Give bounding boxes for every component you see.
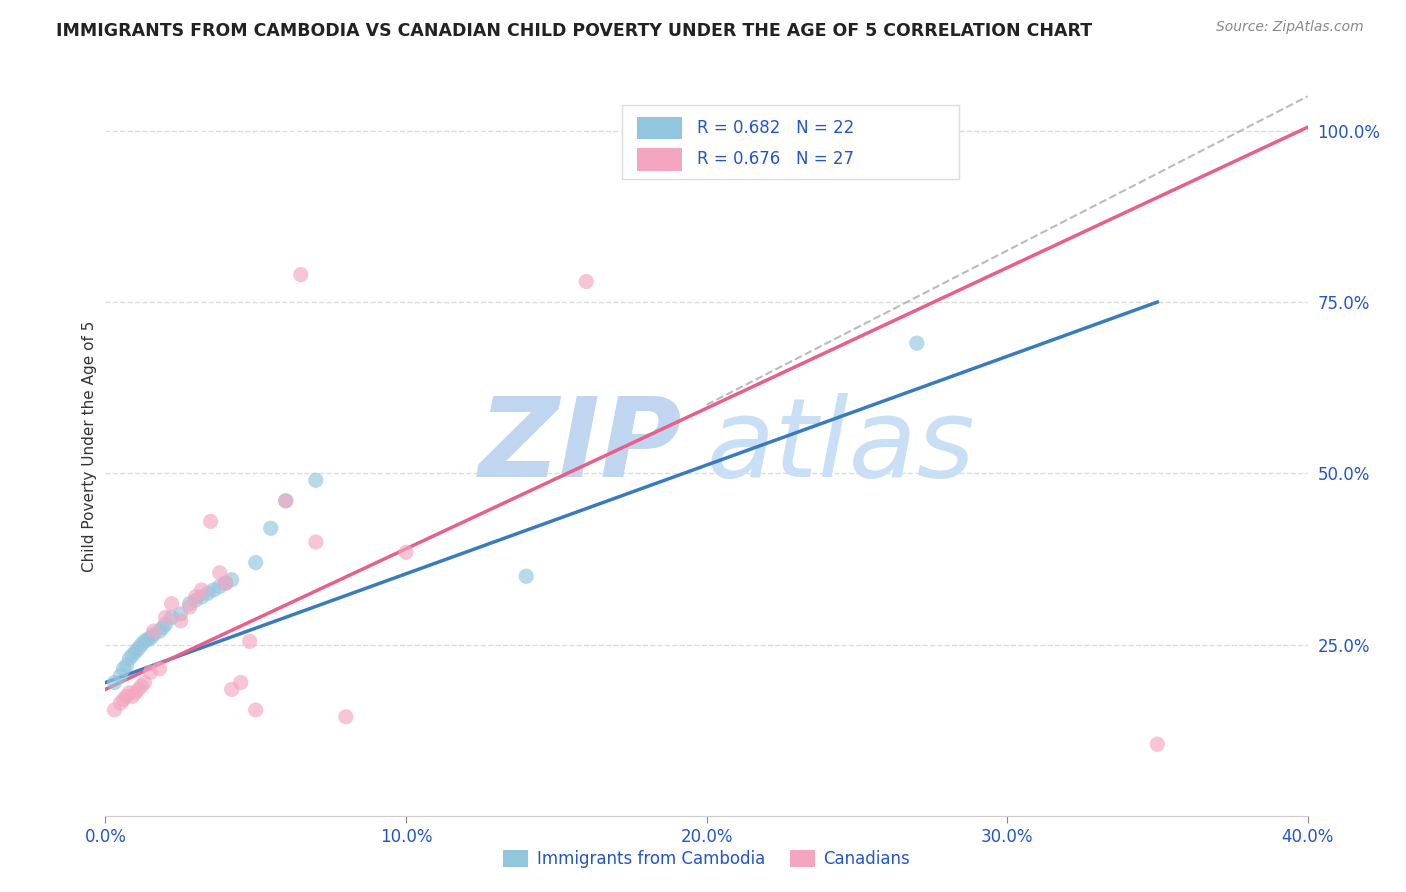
Point — [128, 682, 150, 697]
Point — [1146, 737, 1168, 751]
Point — [221, 682, 243, 697]
Point — [103, 703, 125, 717]
Text: Source: ZipAtlas.com: Source: ZipAtlas.com — [1216, 20, 1364, 34]
Point — [305, 535, 328, 549]
Point — [179, 600, 201, 615]
Bar — [637, 148, 682, 170]
Point — [110, 696, 132, 710]
Point — [184, 593, 207, 607]
Point — [179, 597, 201, 611]
Point — [274, 493, 297, 508]
Point — [115, 690, 138, 704]
Point — [160, 610, 183, 624]
Point — [190, 590, 212, 604]
Point — [190, 582, 212, 597]
Point — [136, 632, 159, 647]
Legend: Immigrants from Cambodia, Canadians: Immigrants from Cambodia, Canadians — [496, 843, 917, 874]
Point — [575, 275, 598, 289]
Point — [155, 617, 177, 632]
Point — [118, 651, 141, 665]
Text: R = 0.676   N = 27: R = 0.676 N = 27 — [697, 151, 853, 169]
Point — [515, 569, 537, 583]
Point — [124, 686, 146, 700]
Point — [214, 576, 236, 591]
Point — [118, 686, 141, 700]
Point — [202, 582, 225, 597]
Point — [169, 607, 191, 621]
Point — [103, 675, 125, 690]
Text: IMMIGRANTS FROM CAMBODIA VS CANADIAN CHILD POVERTY UNDER THE AGE OF 5 CORRELATIO: IMMIGRANTS FROM CAMBODIA VS CANADIAN CHI… — [56, 22, 1092, 40]
Point — [208, 566, 231, 580]
Text: atlas: atlas — [707, 392, 976, 500]
Point — [142, 624, 165, 639]
Point — [184, 590, 207, 604]
Point — [290, 268, 312, 282]
Bar — [637, 117, 682, 139]
Point — [139, 631, 162, 645]
Point — [121, 690, 143, 704]
Y-axis label: Child Poverty Under the Age of 5: Child Poverty Under the Age of 5 — [82, 320, 97, 572]
Point — [221, 573, 243, 587]
Point — [134, 634, 156, 648]
Point — [197, 586, 219, 600]
Point — [112, 662, 135, 676]
Point — [155, 610, 177, 624]
Point — [131, 679, 153, 693]
Text: R = 0.682   N = 22: R = 0.682 N = 22 — [697, 119, 855, 136]
Point — [112, 692, 135, 706]
Point — [148, 662, 170, 676]
Point — [245, 556, 267, 570]
Point — [134, 675, 156, 690]
Point — [260, 521, 283, 535]
Point — [208, 580, 231, 594]
Point — [395, 545, 418, 559]
Point — [148, 624, 170, 639]
Point — [905, 336, 928, 351]
Point — [124, 645, 146, 659]
Point — [245, 703, 267, 717]
Point — [335, 710, 357, 724]
FancyBboxPatch shape — [623, 105, 959, 179]
Point — [131, 638, 153, 652]
Point — [305, 473, 328, 487]
Point — [229, 675, 252, 690]
Point — [214, 576, 236, 591]
Point — [274, 493, 297, 508]
Point — [121, 648, 143, 662]
Point — [200, 515, 222, 529]
Point — [110, 668, 132, 682]
Text: ZIP: ZIP — [479, 392, 682, 500]
Point — [239, 634, 262, 648]
Point — [139, 665, 162, 680]
Point — [160, 597, 183, 611]
Point — [152, 621, 174, 635]
Point — [128, 641, 150, 656]
Point — [142, 627, 165, 641]
Point — [115, 658, 138, 673]
Point — [169, 614, 191, 628]
